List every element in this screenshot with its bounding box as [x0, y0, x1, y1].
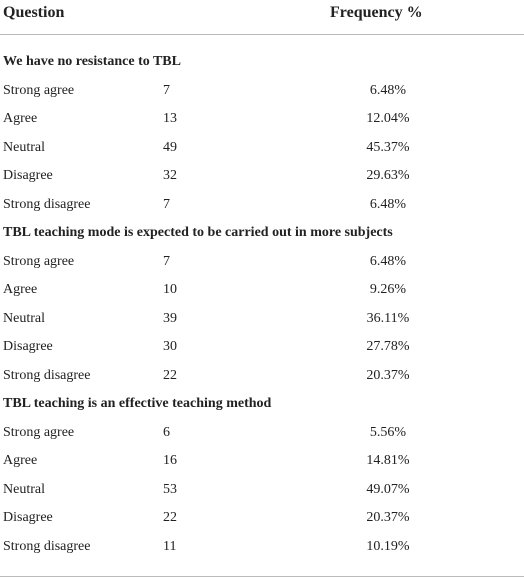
section-title: TBL teaching is an effective teaching me… — [3, 396, 272, 411]
row-count: 13 — [163, 111, 177, 126]
row-count: 22 — [163, 510, 177, 525]
row-count: 7 — [163, 196, 170, 212]
row-label: Strong agree — [3, 253, 75, 269]
row-percent: 6.48% — [369, 196, 407, 212]
row-count: 6 — [163, 424, 170, 440]
row-label: Strong disagree — [3, 367, 91, 383]
row-label: Neutral — [3, 481, 45, 497]
row-percent: 29.63% — [366, 168, 410, 183]
row-percent: 45.37% — [366, 139, 410, 155]
row-percent: 5.56% — [369, 424, 407, 440]
row-count: 32 — [163, 168, 177, 183]
bottom-rule — [0, 576, 524, 577]
header-rule — [0, 34, 524, 35]
row-count: 16 — [163, 453, 177, 468]
row-label: Strong disagree — [3, 196, 91, 212]
section-title: We have no resistance to TBL — [3, 54, 181, 69]
row-percent: 6.48% — [369, 82, 407, 98]
row-label: Neutral — [3, 310, 45, 326]
row-percent: 6.48% — [369, 253, 407, 269]
section-title: TBL teaching mode is expected to be carr… — [3, 225, 393, 240]
row-count: 11 — [163, 538, 177, 554]
row-percent: 20.37% — [366, 510, 410, 525]
row-count: 10 — [163, 282, 177, 297]
row-label: Strong agree — [3, 424, 75, 440]
row-label: Disagree — [3, 510, 53, 525]
row-percent: 14.81% — [366, 453, 410, 468]
row-count: 7 — [163, 82, 170, 98]
row-label: Agree — [3, 282, 38, 297]
row-percent: 10.19% — [366, 538, 410, 554]
row-count: 49 — [163, 139, 177, 155]
row-percent: 12.04% — [366, 111, 410, 126]
row-count: 30 — [163, 339, 177, 354]
row-count: 7 — [163, 253, 170, 269]
row-label: Strong agree — [3, 82, 75, 98]
row-percent: 36.11% — [366, 310, 410, 326]
row-label: Disagree — [3, 339, 53, 354]
row-percent: 49.07% — [366, 481, 410, 497]
row-percent: 20.37% — [366, 367, 410, 383]
header-cell: Question — [3, 4, 65, 21]
row-percent: 27.78% — [366, 339, 410, 354]
row-percent: 9.26% — [369, 282, 407, 297]
header-cell: Frequency % — [330, 4, 423, 21]
row-count: 53 — [163, 481, 177, 497]
row-label: Agree — [3, 111, 38, 126]
row-label: Neutral — [3, 139, 45, 155]
row-label: Disagree — [3, 168, 53, 183]
row-count: 39 — [163, 310, 177, 326]
row-label: Agree — [3, 453, 38, 468]
row-label: Strong disagree — [3, 538, 91, 554]
row-count: 22 — [163, 367, 177, 383]
